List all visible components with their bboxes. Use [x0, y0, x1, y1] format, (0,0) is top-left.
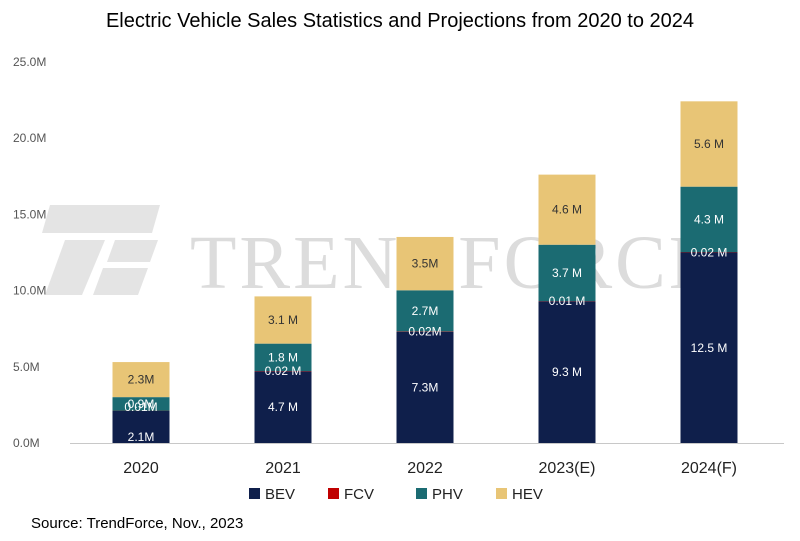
y-tick-label: 10.0M — [13, 284, 46, 298]
data-label-phv: 1.8 M — [268, 350, 298, 364]
chart-title: Electric Vehicle Sales Statistics and Pr… — [105, 10, 695, 32]
bar-segment-bev — [112, 410, 170, 443]
legend-label: FCV — [344, 486, 374, 503]
y-tick-label: 25.0M — [13, 55, 46, 69]
y-tick-label: 5.0M — [13, 360, 40, 374]
x-tick-label: 2024(F) — [681, 460, 737, 477]
bar-segment-bev — [680, 252, 738, 443]
bar-segment-bev — [396, 331, 454, 443]
bar-segment-hev — [254, 296, 312, 344]
legend-item-bev: BEV — [249, 486, 295, 503]
x-tick-label: 2022 — [407, 460, 443, 477]
bar-segment-phv — [538, 244, 596, 302]
data-label-bev: 9.3 M — [552, 365, 582, 379]
data-label-phv: 2.7M — [412, 304, 439, 318]
bar-stack: 12.5 M 0.02 M 4.3 M 5.6 M — [680, 101, 738, 443]
data-label-bev: 4.7 M — [268, 400, 298, 414]
bar-segment-hev — [680, 101, 738, 187]
data-label-fcv: 0.02 M — [691, 245, 728, 259]
data-label-fcv: 0.02M — [408, 325, 441, 339]
x-tick-label: 2020 — [123, 460, 159, 477]
data-label-fcv: 0.01M — [124, 400, 157, 414]
bar-segment-hev — [538, 174, 596, 245]
bar-segment-bev — [254, 371, 312, 443]
legend-item-hev: HEV — [496, 486, 543, 503]
legend-swatch — [249, 488, 260, 499]
y-tick-label: 20.0M — [13, 131, 46, 145]
watermark-logo-icon — [42, 205, 160, 295]
legend-label: PHV — [432, 486, 463, 503]
legend-item-phv: PHV — [416, 486, 463, 503]
bar-segment-hev — [396, 236, 454, 291]
bar-segment-hev — [112, 362, 170, 398]
bar-stack: 4.7 M 0.02 M1.8 M 3.1 M — [254, 296, 312, 443]
x-tick-label: 2023(E) — [539, 460, 596, 477]
y-tick-label: 0.0M — [13, 436, 40, 450]
data-label-hev: 5.6 M — [694, 137, 724, 151]
data-label-bev: 12.5 M — [691, 341, 728, 355]
data-label-bev: 7.3M — [412, 380, 439, 394]
data-label-phv: 4.3 M — [694, 212, 724, 226]
y-tick-label: 15.0M — [13, 207, 46, 221]
x-tick-label: 2021 — [265, 460, 301, 477]
bar-segment-bev — [538, 301, 596, 443]
bar-stack: 9.3 M 0.01 M 3.7 M 4.6 M — [538, 174, 596, 443]
legend-item-fcv: FCV — [328, 486, 374, 503]
data-label-bev: 2.1M — [128, 430, 155, 444]
data-label-fcv: 0.02 M — [265, 364, 302, 378]
data-label-hev: 3.1 M — [268, 313, 298, 327]
legend-label: BEV — [265, 486, 295, 503]
data-label-hev: 3.5M — [412, 257, 439, 271]
data-label-fcv: 0.01 M — [549, 294, 586, 308]
legend-swatch — [496, 488, 507, 499]
bar-stack: 7.3M 0.02M 2.7M 3.5M — [396, 236, 454, 443]
legend-swatch — [328, 488, 339, 499]
bar-segment-phv — [396, 290, 454, 332]
bar-segment-phv — [254, 343, 312, 372]
data-label-phv: 3.7 M — [552, 266, 582, 280]
source-note: Source: TrendForce, Nov., 2023 — [31, 515, 244, 532]
bar-segment-phv — [112, 397, 170, 411]
legend-swatch — [416, 488, 427, 499]
legend-label: HEV — [512, 486, 543, 503]
data-label-phv: 0.9M — [128, 397, 155, 411]
bar-segment-phv — [680, 186, 738, 253]
watermark-text: TRENDFORCE — [190, 221, 718, 305]
data-label-hev: 4.6 M — [552, 203, 582, 217]
watermark: TRENDFORCE — [42, 205, 718, 305]
data-label-hev: 2.3M — [128, 373, 155, 387]
